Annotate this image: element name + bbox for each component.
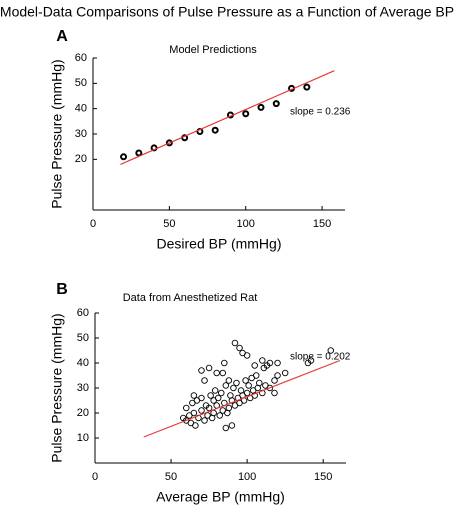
- y-tick-label: 50: [75, 77, 87, 89]
- x-axis-label: Desired BP (mmHg): [157, 236, 282, 252]
- data-point: [236, 344, 243, 352]
- y-tick-label: 20: [77, 407, 89, 419]
- data-point: [257, 103, 265, 111]
- panel-title: Model Predictions: [169, 44, 257, 56]
- panel-label: B: [56, 281, 68, 298]
- data-point: [216, 412, 223, 419]
- data-point: [211, 387, 219, 394]
- data-point: [271, 377, 278, 384]
- data-point: [243, 389, 251, 397]
- y-axis-label: Pulse Pressure (mmHg): [49, 313, 65, 462]
- data-point: [120, 153, 128, 161]
- data-point: [239, 349, 246, 357]
- x-tick-label: 50: [163, 218, 175, 230]
- data-point: [281, 369, 289, 377]
- data-point: [211, 126, 219, 134]
- data-point: [245, 382, 252, 389]
- data-point: [225, 377, 233, 384]
- data-point: [303, 83, 311, 91]
- y-tick-label: 20: [75, 153, 87, 165]
- fit-line: [143, 359, 341, 438]
- data-point: [222, 382, 230, 389]
- data-point: [210, 397, 217, 404]
- data-point: [327, 347, 335, 354]
- x-tick-label: 100: [238, 471, 256, 483]
- data-point: [183, 404, 190, 412]
- data-point: [307, 357, 315, 364]
- y-tick-label: 60: [77, 307, 89, 319]
- data-point: [251, 392, 258, 399]
- data-point: [263, 362, 271, 369]
- data-point: [198, 367, 205, 374]
- data-point: [207, 392, 214, 399]
- data-point: [274, 359, 281, 367]
- data-point: [233, 379, 240, 387]
- x-tick-label: 50: [165, 471, 177, 483]
- data-point: [274, 372, 281, 379]
- y-tick-label: 40: [75, 103, 87, 115]
- data-point: [198, 407, 205, 414]
- x-axis-label: Average BP (mmHg): [156, 489, 285, 505]
- data-point: [272, 100, 280, 108]
- y-tick-label: 30: [77, 382, 89, 394]
- data-point: [252, 372, 260, 379]
- data-point: [237, 387, 245, 394]
- data-point: [192, 422, 199, 429]
- data-point: [190, 392, 198, 399]
- data-point: [227, 392, 234, 399]
- data-point: [225, 404, 233, 412]
- data-point: [230, 384, 237, 392]
- y-tick-label: 50: [77, 332, 89, 344]
- data-point: [198, 394, 205, 402]
- x-tick-label: 0: [92, 471, 98, 483]
- data-point: [256, 379, 263, 387]
- annotation: slope = 0.236: [290, 107, 351, 118]
- data-point: [190, 409, 198, 417]
- fit-line: [120, 70, 335, 165]
- data-point: [231, 339, 239, 347]
- data-point: [242, 377, 249, 384]
- y-tick-label: 30: [75, 128, 87, 140]
- y-tick-label: 60: [75, 52, 87, 64]
- data-point: [228, 422, 236, 429]
- y-tick-label: 40: [77, 357, 89, 369]
- data-point: [271, 389, 278, 397]
- data-point: [221, 359, 228, 367]
- data-point: [251, 362, 258, 369]
- annotation: slope = 0.202: [290, 352, 351, 363]
- data-point: [202, 402, 210, 409]
- panel-label: A: [56, 28, 68, 45]
- panel-title: Data from Anesthetized Rat: [123, 292, 258, 304]
- y-axis-label: Pulse Pressure (mmHg): [49, 59, 65, 208]
- data-point: [222, 424, 230, 432]
- data-point: [201, 377, 208, 384]
- x-tick-label: 150: [314, 471, 332, 483]
- x-tick-label: 150: [313, 218, 331, 230]
- data-point: [219, 369, 227, 377]
- figure-title: Model-Data Comparisons of Pulse Pressure…: [0, 4, 454, 20]
- data-point: [266, 384, 274, 392]
- data-point: [165, 139, 173, 147]
- y-tick-label: 10: [77, 432, 89, 444]
- data-point: [213, 369, 220, 377]
- x-tick-label: 0: [90, 218, 96, 230]
- x-tick-label: 100: [237, 218, 255, 230]
- data-point: [201, 417, 208, 424]
- data-point: [205, 364, 213, 372]
- data-point: [135, 149, 143, 157]
- data-point: [259, 357, 266, 364]
- data-point: [242, 110, 250, 118]
- data-point: [218, 389, 225, 397]
